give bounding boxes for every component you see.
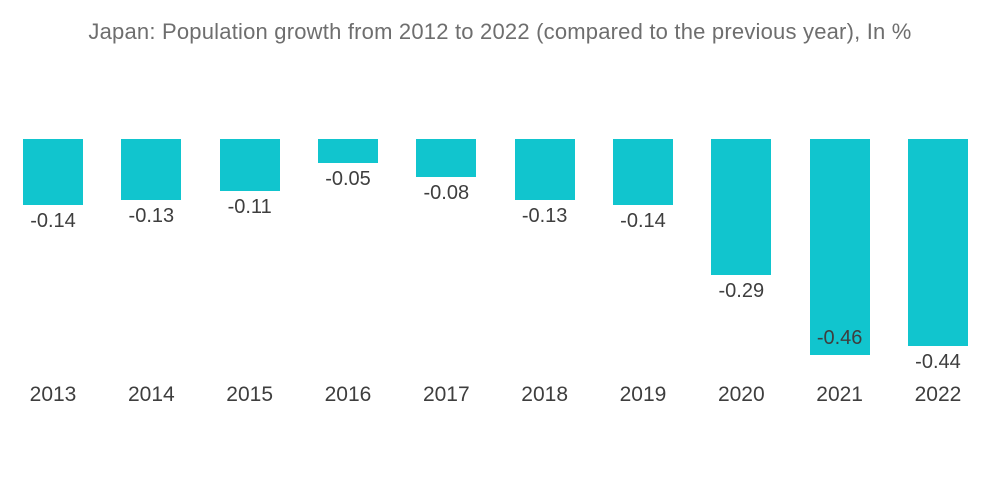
value-label: -0.13 — [521, 205, 568, 227]
x-tick-label: 2013 — [29, 383, 77, 406]
bar — [416, 139, 477, 177]
bar-column: -0.13 — [121, 139, 182, 228]
bar-column: -0.14 — [23, 139, 83, 233]
value-label: -0.14 — [620, 210, 666, 232]
x-tick-label: 2018 — [521, 383, 568, 406]
bar — [907, 139, 968, 346]
value-label: -0.13 — [128, 205, 175, 227]
bar-column: -0.13 — [514, 139, 575, 228]
value-label: -0.44 — [915, 351, 961, 373]
value-label: -0.11 — [227, 196, 272, 218]
bar-column: -0.14 — [612, 139, 673, 233]
value-label: -0.46 — [816, 327, 863, 349]
bar-column: -0.08 — [416, 139, 477, 205]
bar-column: -0.05 — [317, 139, 378, 191]
value-label: -0.14 — [30, 210, 76, 232]
x-tick-label: 2016 — [324, 383, 372, 406]
x-tick-label: 2020 — [717, 383, 765, 406]
value-label: -0.05 — [325, 168, 371, 190]
x-tick-label: 2014 — [127, 383, 175, 406]
bar-column: -0.46 — [809, 139, 870, 355]
bar — [219, 139, 280, 191]
bar: -0.46 — [809, 139, 870, 355]
bar-column: -0.29 — [711, 139, 772, 303]
x-tick-label: 2019 — [619, 383, 667, 406]
bar — [121, 139, 182, 200]
bar — [317, 139, 378, 163]
value-label: -0.29 — [718, 280, 765, 302]
bar-column: -0.44 — [907, 139, 968, 374]
x-tick-label: 2022 — [914, 383, 962, 406]
bar — [711, 139, 772, 275]
x-tick-label: 2015 — [226, 383, 274, 406]
bar — [514, 139, 575, 200]
x-tick-label: 2017 — [422, 383, 470, 406]
value-label: -0.08 — [423, 182, 470, 204]
plot-area: -0.14 -0.13 -0.11 -0.05 -0.08 -0.13 -0.14 -0.29… — [23, 139, 968, 374]
x-axis-tick-labels: 2013 2014 2015 2016 2017 2018 2019 2020 2021 2022 — [23, 383, 968, 407]
bar — [612, 139, 673, 205]
chart-title: Japan: Population growth from 2012 to 20… — [88, 19, 912, 44]
x-tick-label: 2021 — [816, 383, 863, 406]
bar-column: -0.11 — [219, 139, 280, 219]
bar — [23, 139, 83, 205]
